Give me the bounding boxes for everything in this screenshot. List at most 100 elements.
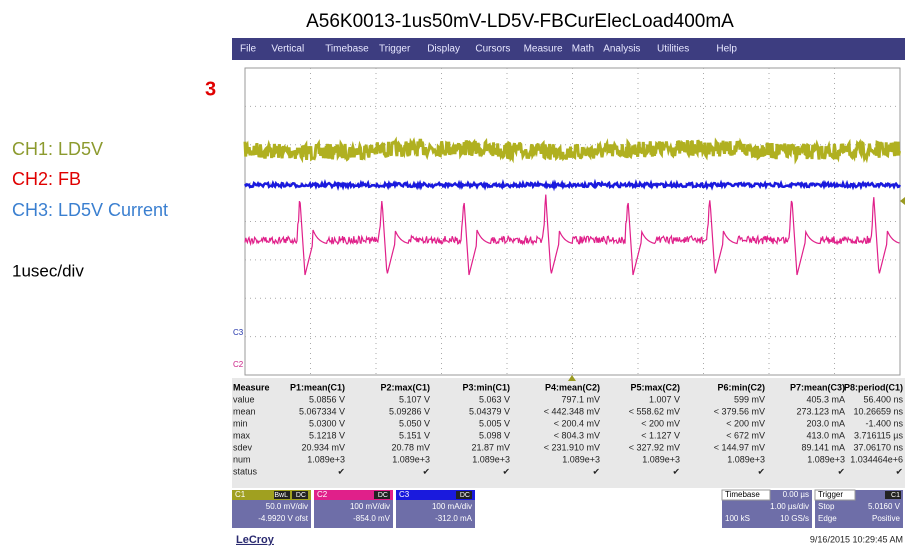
channel-header: [314, 490, 393, 500]
measure-cell: 5.005 V: [479, 418, 510, 428]
measure-cell: ✔: [592, 466, 600, 476]
trigger-mode: Stop: [818, 502, 835, 511]
measure-cell: < 327.92 mV: [629, 442, 680, 452]
level-marker: [900, 197, 905, 205]
measure-panel: [232, 378, 905, 488]
measure-cell: 5.1218 V: [309, 430, 345, 440]
channel-label: CH2: FB: [12, 169, 81, 189]
timescale-label: 1usec/div: [12, 261, 84, 280]
measure-cell: < 558.62 mV: [629, 406, 680, 416]
trigger-label: Trigger: [818, 490, 843, 499]
channel-offset: -4.9920 V ofst: [258, 514, 309, 523]
channel-name: C3: [399, 490, 410, 499]
measure-row-label: sdev: [233, 442, 253, 452]
channel-tag-text: DC: [378, 492, 388, 499]
menu-item[interactable]: Help: [716, 44, 737, 55]
menu-bar: [232, 38, 905, 60]
measure-cell: 1.089e+3: [642, 454, 680, 464]
trigger-level: 5.0160 V: [868, 502, 901, 511]
measure-cell: 797.1 mV: [561, 394, 600, 404]
trace-label: C3: [233, 328, 244, 337]
measure-cell: 203.0 mA: [806, 418, 845, 428]
trigger-source: C1: [891, 492, 900, 499]
measure-cell: 1.034464e+6: [850, 454, 903, 464]
measure-cell: 3.716115 µs: [854, 430, 904, 440]
menu-item[interactable]: Vertical: [271, 44, 304, 55]
measure-row-label: min: [233, 418, 248, 428]
measure-header: P5:max(C2): [630, 382, 680, 392]
measure-cell: 5.098 V: [479, 430, 510, 440]
menu-item[interactable]: Display: [427, 44, 460, 55]
measure-cell: < 379.56 mV: [714, 406, 765, 416]
measure-cell: 1.089e+3: [727, 454, 765, 464]
timebase-delay: 0.00 µs: [783, 490, 809, 499]
measure-cell: ✔: [895, 466, 903, 476]
menu-item[interactable]: File: [240, 44, 257, 55]
channel-scale: 50.0 mV/div: [266, 502, 308, 511]
measure-row-label: value: [233, 394, 255, 404]
measure-cell: 1.089e+3: [392, 454, 430, 464]
menu-item[interactable]: Measure: [524, 44, 563, 55]
channel-tag: [274, 491, 290, 499]
measure-row-label: max: [233, 430, 251, 440]
measure-cell: 21.87 mV: [471, 442, 510, 452]
measure-cell: 56.400 ns: [863, 394, 903, 404]
channel-tag: [456, 491, 472, 499]
menu-item[interactable]: Utilities: [657, 44, 689, 55]
measure-cell: 5.067334 V: [299, 406, 345, 416]
measure-cell: ✔: [502, 466, 510, 476]
measure-cell: < 144.97 mV: [714, 442, 765, 452]
measure-cell: 1.089e+3: [307, 454, 345, 464]
marker: 3: [205, 78, 216, 100]
measure-cell: < 442.348 mV: [544, 406, 600, 416]
brand: LeCroy: [236, 534, 275, 546]
channel-label: CH3: LD5V Current: [12, 200, 168, 220]
measure-cell: -1.400 ns: [865, 418, 903, 428]
measure-cell: < 672 mV: [726, 430, 765, 440]
timebase-rate: 10 GS/s: [780, 514, 809, 523]
channel-header: [396, 490, 475, 500]
measure-cell: 5.151 V: [399, 430, 430, 440]
ch2-trace: [244, 194, 900, 276]
channel-tag-text: DC: [296, 492, 306, 499]
measure-cell: < 200.4 mV: [554, 418, 600, 428]
measure-cell: 1.089e+3: [562, 454, 600, 464]
channel-scale: 100 mV/div: [350, 502, 390, 511]
measure-cell: 5.0856 V: [309, 394, 345, 404]
channel-name: C1: [235, 490, 246, 499]
measure-cell: 5.09286 V: [389, 406, 430, 416]
channel-scale: 100 mA/div: [432, 502, 472, 511]
measure-cell: ✔: [672, 466, 680, 476]
measure-cell: ✔: [757, 466, 765, 476]
measure-header: P3:min(C1): [462, 382, 510, 392]
measure-cell: 10.26659 ns: [853, 406, 903, 416]
measure-cell: 413.0 mA: [806, 430, 845, 440]
measure-cell: 405.3 mA: [806, 394, 845, 404]
measure-cell: 89.141 mA: [801, 442, 845, 452]
menu-item[interactable]: Cursors: [475, 44, 510, 55]
measure-cell: ✔: [422, 466, 430, 476]
menu-item[interactable]: Math: [572, 44, 594, 55]
channel-tag-text: DC: [460, 492, 470, 499]
measure-cell: ✔: [837, 466, 845, 476]
measure-cell: < 231.910 mV: [544, 442, 600, 452]
measure-cell: 37.06170 ns: [853, 442, 903, 452]
measure-cell: 599 mV: [734, 394, 765, 404]
channel-name: C2: [317, 490, 328, 499]
ch3-trace: [243, 178, 902, 192]
menu-item[interactable]: Analysis: [603, 44, 640, 55]
measure-cell: 5.107 V: [399, 394, 430, 404]
title: A56K0013-1us50mV-LD5V-FBCurElecLoad400mA: [306, 11, 734, 32]
menu-item[interactable]: Trigger: [379, 44, 411, 55]
measure-row-label: num: [233, 454, 251, 464]
trigger-slope: Positive: [872, 514, 901, 523]
measure-cell: 5.050 V: [399, 418, 430, 428]
trigger-type: Edge: [818, 514, 837, 523]
measure-cell: 273.123 mA: [796, 406, 845, 416]
trigger-header: [814, 489, 856, 501]
channel-tag: [374, 491, 390, 499]
measure-cell: 20.934 mV: [301, 442, 345, 452]
menu-item[interactable]: Timebase: [325, 44, 369, 55]
measure-cell: < 804.3 mV: [554, 430, 600, 440]
